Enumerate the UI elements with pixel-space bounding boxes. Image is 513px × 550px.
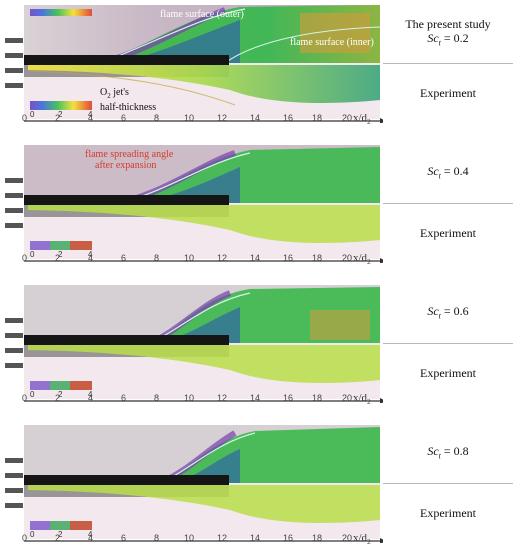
flame-outer-label: flame surface (outer) [160,9,244,20]
x-tick: 2 [55,393,61,403]
x-axis-ticks: 0 2 4 6 8 10 12 14 16 18 20 [0,113,383,125]
panel-label-top: Sct = 0.8 [383,425,513,483]
x-tick: 10 [184,533,195,543]
present-study-label: The present study [405,17,491,32]
panel-label-bottom: Experiment [383,483,513,542]
panel-label-top: The present study Sct = 0.2 [383,5,513,63]
x-tick: 20 [342,393,353,403]
x-tick: 2 [55,533,61,543]
x-tick: 8 [154,253,160,263]
x-tick: 6 [121,393,127,403]
x-tick: 4 [88,533,94,543]
colorbar-tick: 4 [88,250,93,259]
panel-label-bottom: Experiment [383,343,513,402]
panel-sc-0.4: 0 2 4 0 2 4 6 8 10 12 14 16 18 20 flame … [0,145,513,267]
x-tick: 2 [55,253,61,263]
panel-label-bottom: Experiment [383,203,513,262]
sc-label: Sct = 0.2 [427,31,469,48]
x-tick: 4 [88,253,94,263]
sc-label: Sct = 0.6 [427,304,469,321]
x-tick: 16 [283,253,294,263]
colorbar-ticks: 0 2 4 [30,110,92,120]
x-tick: 6 [121,533,127,543]
x-tick: 14 [250,533,261,543]
x-tick: 12 [217,253,228,263]
flame-field-image [5,145,383,263]
colorbar-tick: 2 [58,250,63,259]
x-tick: 8 [154,113,160,123]
x-tick: 0 [22,113,28,123]
x-axis-label: x/d2 [353,532,371,547]
colorbar-ticks: 0 2 4 [30,390,92,400]
panel-sc-0.6: 0 2 4 0 2 4 6 8 10 12 14 16 18 20 Sct = … [0,285,513,407]
x-tick: 18 [312,393,323,403]
x-tick: 12 [217,533,228,543]
experiment-label: Experiment [420,226,476,240]
spreading-angle-label: flame spreading angle after expansion [85,149,174,171]
x-tick: 2 [55,113,61,123]
colorbar-ticks: 0 2 4 [30,250,92,260]
colorbar-tick: 0 [30,390,35,399]
x-axis-label: x/d2 [353,112,371,127]
panel-label-top: Sct = 0.4 [383,145,513,203]
x-tick: 10 [184,113,195,123]
colorbar-tick: 4 [88,110,93,119]
x-tick: 16 [283,113,294,123]
flame-field-image [5,5,383,123]
x-tick: 12 [217,393,228,403]
colorbar-tick: 0 [30,530,35,539]
colorbar-tick: 4 [88,530,93,539]
colorbar-tick: 2 [58,530,63,539]
colorbar-tick: 2 [58,390,63,399]
panel-label-bottom: Experiment [383,63,513,122]
x-tick: 6 [121,113,127,123]
colorbar-tick: 2 [58,110,63,119]
colorbar-ticks: 0 2 4 [30,530,92,540]
x-tick: 14 [250,253,261,263]
flame-inner-label: flame surface (inner) [290,37,374,48]
x-tick: 8 [154,533,160,543]
sc-label: Sct = 0.4 [427,164,469,181]
x-axis-label: x/d2 [353,252,371,267]
x-tick: 20 [342,113,353,123]
x-tick: 4 [88,393,94,403]
x-tick: 10 [184,253,195,263]
x-tick: 0 [22,393,28,403]
x-tick: 20 [342,533,353,543]
x-tick: 4 [88,113,94,123]
colorbar-tick: 0 [30,110,35,119]
x-tick: 10 [184,393,195,403]
x-tick: 18 [312,113,323,123]
x-axis-ticks: 0 2 4 6 8 10 12 14 16 18 20 [0,393,383,405]
colorbar-tick: 4 [88,390,93,399]
sc-label: Sct = 0.8 [427,444,469,461]
o2-jet-label: O2 jet's half-thickness [100,87,157,113]
flame-field-image [5,285,383,403]
x-axis-label: x/d2 [353,392,371,407]
x-tick: 12 [217,113,228,123]
x-tick: 6 [121,253,127,263]
x-axis-ticks: 0 2 4 6 8 10 12 14 16 18 20 [0,533,383,545]
x-tick: 20 [342,253,353,263]
x-axis-ticks: 0 2 4 6 8 10 12 14 16 18 20 [0,253,383,265]
panel-sc-0.8: 0 2 4 0 2 4 6 8 10 12 14 16 18 20 Sct = … [0,425,513,547]
x-tick: 16 [283,393,294,403]
x-tick: 14 [250,113,261,123]
x-tick: 18 [312,253,323,263]
experiment-label: Experiment [420,366,476,380]
x-tick: 14 [250,393,261,403]
x-tick: 0 [22,253,28,263]
panel-label-top: Sct = 0.6 [383,285,513,343]
experiment-label: Experiment [420,86,476,100]
x-tick: 16 [283,533,294,543]
x-tick: 18 [312,533,323,543]
x-tick: 0 [22,533,28,543]
panel-sc-0.2: 0 2 4 0 2 4 6 8 10 12 14 16 18 20 flame … [0,5,513,127]
experiment-label: Experiment [420,506,476,520]
x-tick: 8 [154,393,160,403]
colorbar-tick: 0 [30,250,35,259]
flame-field-image [5,425,383,543]
